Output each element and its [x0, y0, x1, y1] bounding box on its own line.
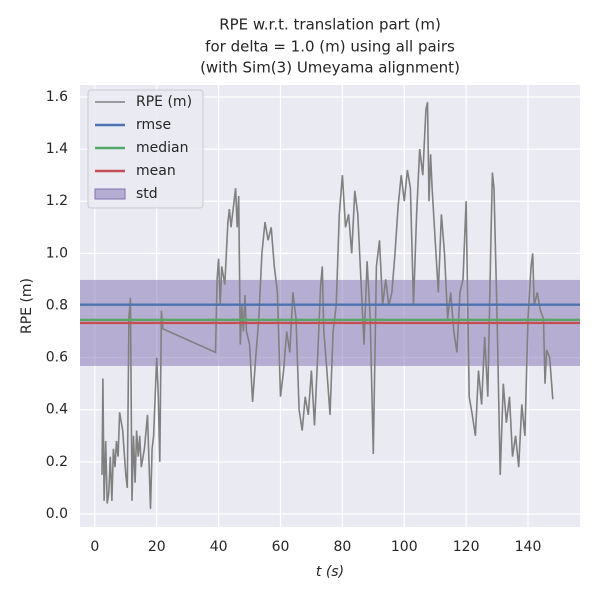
chart-title: (with Sim(3) Umeyama alignment): [200, 59, 460, 77]
legend-label: median: [136, 140, 188, 156]
legend-label: RPE (m): [136, 94, 192, 110]
y-tick-label: 1.6: [46, 89, 68, 105]
x-tick-label: 100: [391, 539, 418, 555]
x-tick-label: 140: [515, 539, 542, 555]
x-tick-label: 0: [90, 539, 99, 555]
y-tick-label: 0.2: [46, 454, 68, 470]
x-axis-label: t (s): [316, 564, 344, 580]
x-tick-label: 120: [453, 539, 480, 555]
y-tick-label: 0.6: [46, 350, 68, 366]
y-tick-label: 0.8: [46, 297, 68, 313]
legend-swatch: [94, 188, 126, 200]
y-tick-label: 0.4: [46, 402, 68, 418]
legend-label: mean: [136, 163, 176, 179]
y-tick-label: 0.0: [46, 506, 68, 522]
chart-title: RPE w.r.t. translation part (m): [219, 16, 441, 34]
data-line: [101, 102, 554, 509]
legend-box: [87, 89, 204, 209]
x-tick-label: 80: [333, 539, 351, 555]
chart-title: for delta = 1.0 (m) using all pairs: [205, 38, 455, 56]
legend-label: std: [136, 186, 158, 202]
x-tick-label: 20: [148, 539, 166, 555]
y-tick-label: 1.4: [46, 141, 68, 157]
y-axis-label: RPE (m): [19, 278, 35, 334]
y-tick-label: 1.2: [46, 193, 68, 209]
legend-label: rmse: [136, 117, 171, 133]
x-tick-label: 40: [210, 539, 228, 555]
y-tick-label: 1.0: [46, 245, 68, 261]
x-tick-label: 60: [272, 539, 290, 555]
